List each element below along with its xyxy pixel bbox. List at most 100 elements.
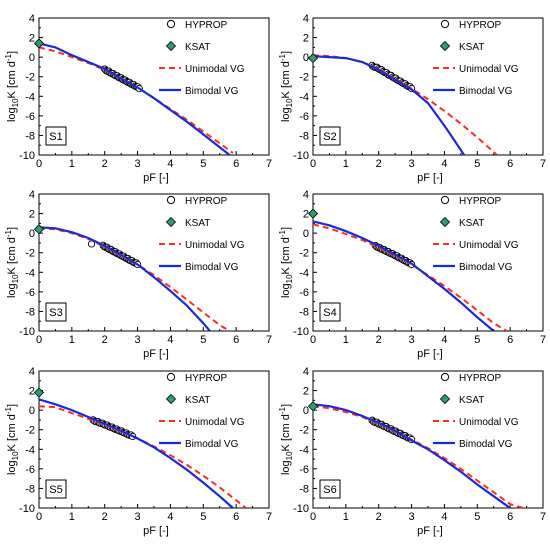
legend-ksat-label: KSAT: [185, 218, 210, 229]
y-tick-label: -8: [25, 483, 35, 495]
legend-hyprop-label: HYPROP: [185, 373, 228, 384]
legend-ksat-marker: [165, 40, 177, 52]
y-axis-label: log10K [cm d-1]: [278, 404, 294, 475]
y-axis-label: log10K [cm d-1]: [278, 51, 294, 122]
y-label-unit: K [cm d: [280, 237, 292, 274]
x-tick-label: 3: [135, 334, 141, 346]
y-tick-label: 4: [303, 13, 309, 25]
legend-bimodal-label: Bimodal VG: [185, 439, 239, 450]
x-axis-label: pF [-]: [143, 525, 169, 537]
y-tick-label: -8: [299, 306, 309, 318]
y-tick-label: -2: [25, 248, 35, 260]
panel-label: S3: [49, 307, 62, 319]
legend-hyprop-marker: [440, 372, 450, 382]
x-axis-label: pF [-]: [417, 172, 443, 184]
ksat-point: [307, 401, 319, 412]
legend-hyprop-label: HYPROP: [185, 196, 228, 207]
y-tick-label: 2: [303, 386, 309, 398]
y-tick-label: -2: [25, 72, 35, 84]
plot-area: [39, 226, 231, 331]
y-tick-label: -4: [299, 444, 309, 456]
legend-hyprop-label: HYPROP: [459, 373, 502, 384]
y-label-sub: 10: [11, 451, 20, 460]
y-axis-label: log10K [cm d-1]: [278, 227, 294, 298]
y-tick-label: 0: [29, 52, 35, 64]
x-tick-label: 6: [233, 511, 239, 523]
y-label-sub: 10: [285, 451, 294, 460]
bimodal-vg-line: [313, 55, 466, 155]
y-label-sub: 10: [285, 274, 294, 283]
legend-hyprop-marker: [166, 19, 176, 29]
legend-hyprop-marker: [440, 195, 450, 205]
y-label-sub: 10: [11, 274, 20, 283]
plot-area: [313, 403, 524, 508]
y-tick-label: -4: [25, 91, 35, 103]
y-label-unit: K [cm d: [6, 414, 18, 451]
panel-label-box: [319, 302, 341, 322]
y-tick-label: 2: [29, 33, 35, 45]
y-label-unit: K [cm d: [280, 414, 292, 451]
y-tick-label: -10: [19, 150, 35, 162]
legend-hyprop-label: HYPROP: [459, 20, 502, 31]
x-tick-label: 1: [69, 158, 75, 170]
legend-unimodal-label: Unimodal VG: [185, 64, 245, 75]
y-tick-label: 0: [303, 52, 309, 64]
y-label-close: ]: [280, 404, 292, 407]
x-tick-label: 3: [409, 158, 415, 170]
x-tick-label: 2: [376, 158, 382, 170]
legend-ksat-marker: [439, 216, 451, 228]
y-label-sup: -1: [4, 53, 13, 61]
panel-s3: 0 1 2 3 4 5 6 7 4 2 0 -2 -4 -6 -8 -10 pF [-] log10K [cm d…: [4, 189, 272, 360]
x-tick-label: 0: [310, 334, 316, 346]
y-label-log: log: [6, 460, 18, 475]
y-tick-label: -8: [299, 483, 309, 495]
y-tick-label: -10: [293, 503, 309, 515]
legend-bimodal-label: Bimodal VG: [459, 439, 513, 450]
panel-label-box: [45, 302, 67, 322]
y-label-log: log: [6, 283, 18, 298]
x-axis-label: pF [-]: [417, 348, 443, 360]
x-tick-label: 4: [441, 334, 447, 346]
y-label-sub: 10: [285, 98, 294, 107]
panel-label: S1: [49, 131, 62, 143]
y-label-sup: -1: [278, 53, 287, 61]
y-tick-label: 2: [303, 33, 309, 45]
panel-label-box: [319, 126, 341, 146]
x-tick-label: 6: [507, 511, 513, 523]
y-tick-label: 4: [29, 189, 35, 201]
bimodal-vg-line: [39, 398, 234, 508]
legend-unimodal-label: Unimodal VG: [185, 240, 245, 251]
x-tick-label: 4: [167, 511, 173, 523]
x-tick-label: 3: [135, 158, 141, 170]
legend-hyprop-marker: [440, 19, 450, 29]
panel-label: S2: [323, 131, 336, 143]
panel-label: S5: [49, 484, 62, 496]
legend-hyprop-label: HYPROP: [185, 20, 228, 31]
ksat-point: [307, 208, 319, 219]
legend-unimodal-label: Unimodal VG: [459, 240, 519, 251]
x-axis-label: pF [-]: [143, 348, 169, 360]
plot-area: [39, 42, 234, 155]
y-label-sup: -1: [4, 406, 13, 414]
x-tick-label: 2: [376, 511, 382, 523]
y-tick-label: 0: [29, 228, 35, 240]
y-label-close: ]: [6, 227, 18, 230]
x-tick-label: 0: [310, 158, 316, 170]
y-axis-label: log10K [cm d-1]: [4, 51, 20, 122]
x-axis-label: pF [-]: [143, 172, 169, 184]
y-axis-label: log10K [cm d-1]: [4, 227, 20, 298]
legend-ksat-label: KSAT: [459, 42, 484, 53]
x-tick-label: 1: [69, 334, 75, 346]
legend-hyprop-marker: [166, 372, 176, 382]
y-axis-label: log10K [cm d-1]: [4, 404, 20, 475]
y-label-sub: 10: [11, 98, 20, 107]
y-label-unit: K [cm d: [280, 61, 292, 98]
y-tick-label: 4: [303, 189, 309, 201]
panel-label: S4: [323, 307, 336, 319]
legend-ksat-marker: [165, 216, 177, 228]
x-tick-label: 2: [102, 334, 108, 346]
ksat-point: [33, 38, 45, 49]
y-label-sup: -1: [4, 229, 13, 237]
legend-bimodal-label: Bimodal VG: [185, 262, 239, 273]
